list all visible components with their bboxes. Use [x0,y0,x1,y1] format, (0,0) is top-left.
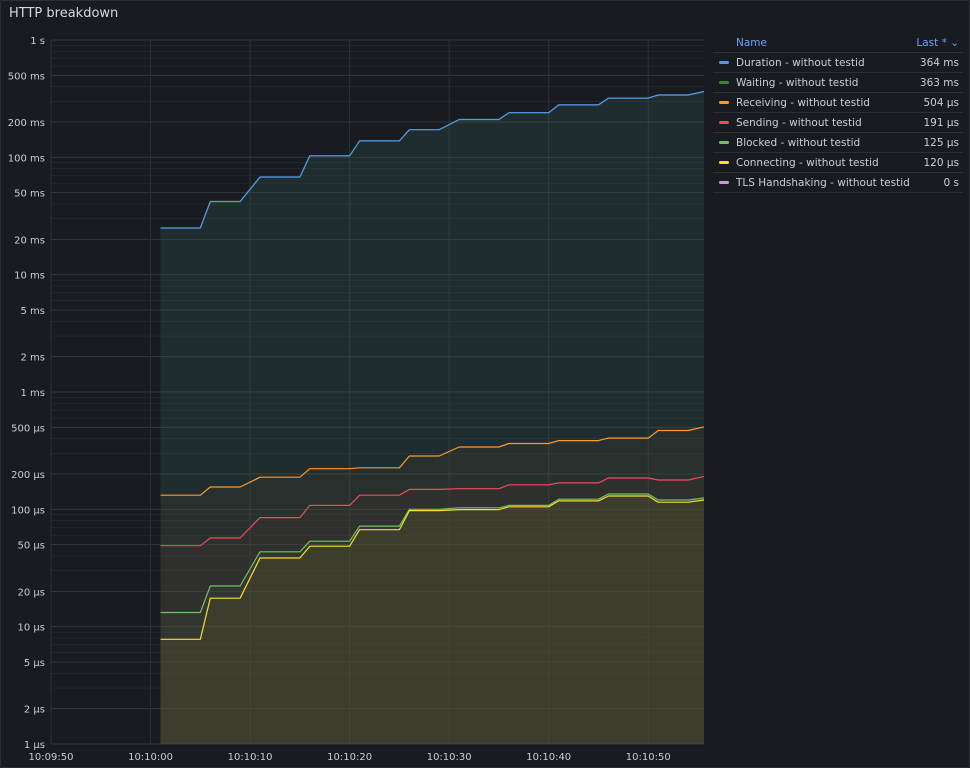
legend-item-name: Waiting - without testid [736,76,859,89]
y-tick-label: 5 µs [24,658,45,669]
legend-item-last-value: 120 µs [923,156,959,169]
series-line [160,493,705,614]
legend-item[interactable]: Duration - without testid 364 ms [713,53,963,73]
legend-swatch-icon [719,141,729,144]
legend-header: Name Last * ⌄ [713,33,963,53]
y-tick-label: 10 µs [18,623,45,634]
y-tick-label: 500 ms [8,71,45,82]
legend-swatch-icon [719,181,729,184]
y-tick-label: 50 ms [14,189,45,200]
legend-item-last-value: 363 ms [919,76,959,89]
legend-item-last-value: 125 µs [923,136,959,149]
legend-swatch-icon [719,161,729,164]
x-tick-label: 10:09:50 [29,752,74,763]
legend-item-name: Blocked - without testid [736,136,861,149]
legend-item[interactable]: Blocked - without testid 125 µs [713,133,963,153]
y-tick-label: 1 µs [24,740,45,751]
legend: Name Last * ⌄ Duration - without testid 3… [713,33,963,193]
y-tick-label: 100 ms [8,153,45,164]
x-tick-label: 10:10:20 [327,752,372,763]
legend-item[interactable]: Connecting - without testid 120 µs [713,153,963,173]
x-tick-label: 10:10:40 [526,752,571,763]
legend-swatch-icon [719,101,729,104]
series-line [160,90,705,229]
legend-item-name: Connecting - without testid [736,156,879,169]
series-line [160,426,705,496]
y-tick-label: 5 ms [21,306,46,317]
y-tick-label: 10 ms [14,271,45,282]
legend-item-last-value: 0 s [943,176,960,189]
legend-item-last-value: 504 µs [923,96,959,109]
y-tick-label: 50 µs [18,541,45,552]
x-tick-label: 10:10:10 [228,752,273,763]
series-area [160,426,704,744]
legend-item-name: Sending - without testid [736,116,862,129]
legend-item-name: Receiving - without testid [736,96,870,109]
y-tick-label: 500 µs [11,423,45,434]
series-line [160,495,705,640]
legend-item-name: Duration - without testid [736,56,865,69]
x-tick-label: 10:10:00 [128,752,173,763]
legend-last-sort-header[interactable]: Last * ⌄ [916,36,959,49]
legend-swatch-icon [719,61,729,64]
series-line [160,475,705,547]
legend-name-header[interactable]: Name [736,36,767,49]
series-area [160,494,704,744]
legend-item-last-value: 191 µs [923,116,959,129]
y-tick-label: 2 ms [21,353,46,364]
legend-item-name: TLS Handshaking - without testid [736,176,909,189]
legend-item[interactable]: Receiving - without testid 504 µs [713,93,963,113]
series-area [160,91,704,745]
legend-swatch-icon [719,121,729,124]
x-tick-label: 10:10:30 [427,752,472,763]
y-tick-label: 100 µs [11,505,45,516]
y-tick-label: 20 ms [14,235,45,246]
y-tick-label: 1 ms [21,388,46,399]
legend-swatch-icon [719,81,729,84]
legend-item-last-value: 364 ms [919,56,959,69]
y-tick-label: 1 s [30,36,45,47]
legend-item[interactable]: Waiting - without testid 363 ms [713,73,963,93]
legend-item[interactable]: TLS Handshaking - without testid 0 s [713,173,963,193]
legend-item[interactable]: Sending - without testid 191 µs [713,113,963,133]
y-tick-label: 200 µs [11,470,45,481]
x-tick-label: 10:10:50 [626,752,671,763]
y-tick-label: 2 µs [24,705,45,716]
panel-title[interactable]: HTTP breakdown [9,6,119,21]
y-tick-label: 20 µs [18,587,45,598]
series-area [160,476,704,744]
y-tick-label: 200 ms [8,118,45,129]
